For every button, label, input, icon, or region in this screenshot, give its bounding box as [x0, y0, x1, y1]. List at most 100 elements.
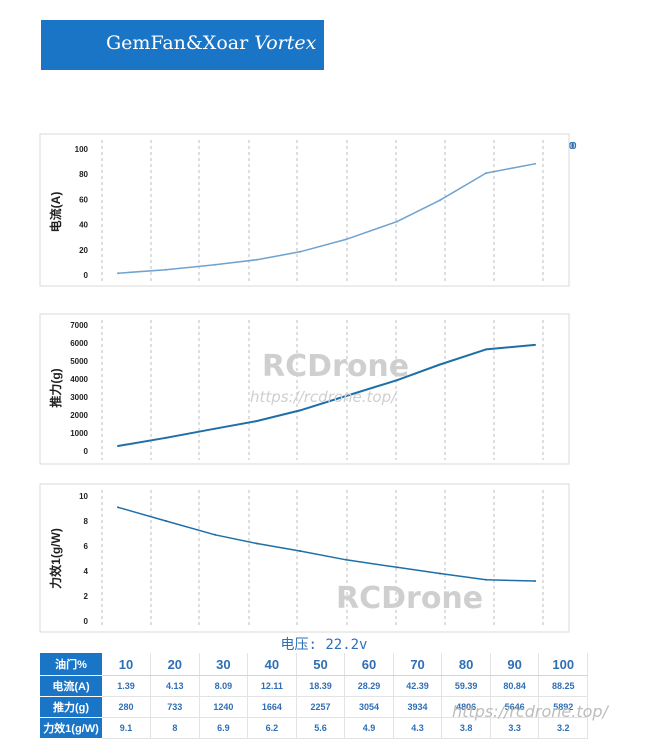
thrust-cell: 5646 — [490, 696, 540, 718]
data-point — [299, 550, 301, 552]
current-cell: 18.39 — [296, 675, 346, 697]
efficiency-cell: 4.3 — [393, 717, 443, 739]
y-tick-label: 80 — [79, 170, 88, 179]
efficiency-chart: 0 2 4 6 8 10 力效1(g/W) — [39, 483, 570, 633]
current-cell: 59.39 — [441, 675, 491, 697]
data-point — [299, 409, 301, 412]
y-tick-label: 6 — [84, 542, 89, 551]
current-cell: 42.39 — [393, 675, 443, 697]
data-point — [214, 427, 216, 430]
title-banner: GemFan&Xoar Vortex — [41, 20, 324, 70]
voltage-label: 电压: 22.2v — [280, 637, 368, 653]
table-row-efficiency: 力效1(g/W) 9.1 8 6.9 6.2 5.6 4.9 4.3 3.8 3.3 3.2 — [40, 717, 588, 739]
thrust-cell: 1664 — [247, 696, 297, 718]
data-point — [214, 263, 216, 266]
efficiency-cell: 5.6 — [296, 717, 346, 739]
throttle-cell: 50 — [296, 653, 346, 676]
y-tick-label: 40 — [79, 221, 88, 230]
throttle-cell: 70 — [393, 653, 443, 676]
efficiency-cell: 6.9 — [199, 717, 249, 739]
data-point — [165, 520, 167, 522]
current-cell: 28.29 — [344, 675, 394, 697]
thrust-chart: 0 1000 2000 3000 4000 5000 6000 7000 推力(g) — [39, 313, 570, 465]
data-point — [345, 395, 347, 397]
thrust-cell: 2257 — [296, 696, 346, 718]
row-header-throttle: 油门% — [40, 653, 102, 676]
efficiency-cell: 4.9 — [344, 717, 394, 739]
series-line — [117, 343, 536, 447]
throttle-cell: 30 — [199, 653, 249, 676]
data-point — [117, 445, 119, 447]
efficiency-cell: 3.2 — [538, 717, 588, 739]
throttle-cell: 20 — [150, 653, 200, 676]
throttle-cell: 90 — [490, 653, 540, 676]
y-axis-label: 电流(A) — [48, 192, 63, 233]
table-row-thrust: 推力(g) 280 733 1240 1664 2257 3054 3934 4806 5646… — [40, 696, 588, 718]
y-tick-label: 0 — [84, 271, 89, 280]
current-cell: 4.13 — [150, 675, 200, 697]
thrust-cell: 4806 — [441, 696, 491, 718]
top-x-axis-overlay-tick: 0 — [571, 141, 577, 152]
y-tick-label: 20 — [79, 246, 88, 255]
data-point — [396, 220, 398, 223]
data-point — [117, 272, 119, 275]
watermark-brand-2: RCDrone — [336, 581, 484, 616]
data-point — [256, 542, 258, 545]
y-tick-label: 4 — [84, 567, 89, 576]
y-tick-label: 5000 — [70, 357, 88, 366]
watermark-brand-1: RCDrone — [262, 349, 410, 384]
efficiency-cell: 3.3 — [490, 717, 540, 739]
row-header-thrust: 推力(g) — [40, 696, 102, 718]
thrust-cell: 1240 — [199, 696, 249, 718]
y-tick-label: 10 — [79, 492, 88, 501]
thrust-cell: 733 — [150, 696, 200, 718]
y-axis-label: 力效1(g/W) — [48, 528, 63, 589]
title-text: GemFan&Xoar Vortex — [106, 32, 316, 54]
current-cell: 1.39 — [102, 675, 152, 697]
throttle-cell: 40 — [247, 653, 297, 676]
data-point — [214, 533, 216, 536]
data-point — [165, 436, 167, 439]
current-cell: 8.09 — [199, 675, 249, 697]
thrust-cell: 3934 — [393, 696, 443, 718]
data-point — [165, 268, 167, 271]
chart-frame — [39, 483, 570, 633]
current-cell: 88.25 — [538, 675, 588, 697]
efficiency-cell: 6.2 — [247, 717, 297, 739]
y-tick-label: 0 — [84, 447, 89, 456]
data-point — [396, 566, 398, 569]
y-tick-label: 100 — [75, 145, 89, 154]
data-point — [534, 580, 536, 582]
y-tick-label: 6000 — [70, 339, 88, 348]
data-point — [485, 348, 487, 351]
watermark-url-2: https://rcdrone.top/ — [452, 702, 608, 721]
table-row-throttle: 油门% 10 20 30 40 50 60 70 80 90 100 — [40, 653, 588, 676]
y-axis-label: 推力(g) — [48, 368, 63, 407]
row-header-efficiency: 力效1(g/W) — [40, 717, 102, 739]
chart-frame — [39, 133, 570, 287]
data-point — [439, 199, 441, 202]
efficiency-cell: 3.8 — [441, 717, 491, 739]
series-line — [117, 506, 536, 582]
current-chart: 0 20 40 60 80 100 电流(A) — [39, 133, 570, 287]
data-point — [256, 258, 258, 261]
table-row-current: 电流(A) 1.39 4.13 8.09 12.11 18.39 28.29 42.39 59… — [40, 675, 588, 697]
y-tick-label: 2000 — [70, 411, 88, 420]
brand-name: GemFan&Xoar — [106, 32, 249, 54]
efficiency-cell: 9.1 — [102, 717, 152, 739]
data-point — [485, 578, 487, 581]
data-point — [534, 162, 536, 165]
watermark-url-1: https://rcdrone.top/ — [250, 388, 397, 406]
thrust-cell: 5892 — [538, 696, 588, 718]
throttle-cell: 80 — [441, 653, 491, 676]
data-point — [299, 250, 301, 253]
chart-frame — [39, 313, 570, 465]
throttle-cell: 100 — [538, 653, 588, 676]
data-point — [534, 343, 536, 346]
throttle-cell: 60 — [344, 653, 394, 676]
y-tick-label: 3000 — [70, 393, 88, 402]
data-point — [345, 238, 347, 241]
y-tick-label: 4000 — [70, 375, 88, 384]
y-tick-label: 7000 — [70, 321, 88, 330]
